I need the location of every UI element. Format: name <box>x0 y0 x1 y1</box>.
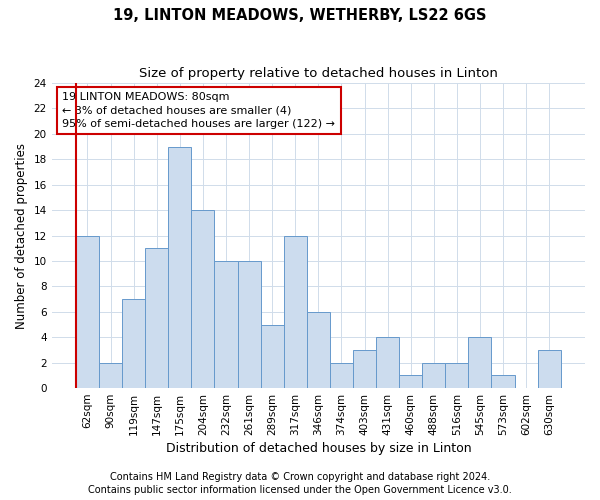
Text: 19, LINTON MEADOWS, WETHERBY, LS22 6GS: 19, LINTON MEADOWS, WETHERBY, LS22 6GS <box>113 8 487 22</box>
Bar <box>76 236 99 388</box>
Bar <box>191 210 214 388</box>
Bar <box>214 261 238 388</box>
Bar <box>399 376 422 388</box>
Bar <box>168 146 191 388</box>
Title: Size of property relative to detached houses in Linton: Size of property relative to detached ho… <box>139 68 498 80</box>
Bar <box>469 337 491 388</box>
Text: Contains HM Land Registry data © Crown copyright and database right 2024.
Contai: Contains HM Land Registry data © Crown c… <box>88 472 512 495</box>
Bar <box>99 362 122 388</box>
Bar <box>122 299 145 388</box>
Bar <box>422 362 445 388</box>
Bar <box>330 362 353 388</box>
X-axis label: Distribution of detached houses by size in Linton: Distribution of detached houses by size … <box>166 442 471 455</box>
Y-axis label: Number of detached properties: Number of detached properties <box>15 142 28 328</box>
Bar <box>284 236 307 388</box>
Text: 19 LINTON MEADOWS: 80sqm
← 3% of detached houses are smaller (4)
95% of semi-det: 19 LINTON MEADOWS: 80sqm ← 3% of detache… <box>62 92 335 128</box>
Bar <box>538 350 561 388</box>
Bar <box>260 324 284 388</box>
Bar <box>307 312 330 388</box>
Bar <box>491 376 515 388</box>
Bar <box>376 337 399 388</box>
Bar <box>238 261 260 388</box>
Bar <box>353 350 376 388</box>
Bar <box>145 248 168 388</box>
Bar <box>445 362 469 388</box>
